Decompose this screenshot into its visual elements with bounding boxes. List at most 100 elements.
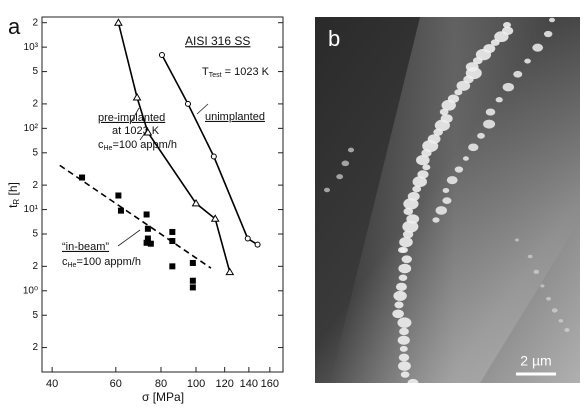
series-line xyxy=(117,22,231,273)
bubble xyxy=(549,17,555,23)
marker xyxy=(79,174,86,181)
annotation: Test xyxy=(209,72,222,79)
bubble xyxy=(441,99,456,111)
bubble xyxy=(515,238,519,242)
trend-line xyxy=(59,164,212,269)
annotation: =100 appm/h xyxy=(112,139,177,151)
annotation: unimplanted xyxy=(205,111,265,123)
y-tick-label: 2 xyxy=(32,180,38,191)
bubble xyxy=(503,22,511,28)
bubble xyxy=(400,371,410,378)
marker xyxy=(189,277,196,284)
annotation: = 1023 K xyxy=(222,66,270,78)
bubble xyxy=(495,97,503,103)
bubble xyxy=(421,149,432,157)
marker xyxy=(225,267,235,276)
x-tick-label: 120 xyxy=(215,378,233,390)
marker xyxy=(210,214,220,222)
x-tick-label: 40 xyxy=(46,378,58,390)
bubble xyxy=(402,220,419,233)
annotation: =100 appm/h xyxy=(76,256,141,268)
annotation: c xyxy=(98,139,104,151)
bubble xyxy=(456,80,471,91)
bubble xyxy=(524,58,531,64)
bubble xyxy=(403,207,414,216)
arrow xyxy=(129,107,140,125)
annotation: He xyxy=(68,262,77,269)
y-axis-label: t xyxy=(6,204,20,208)
bubble xyxy=(472,57,483,65)
panel-label: a xyxy=(8,14,21,39)
marker xyxy=(169,263,176,270)
marker xyxy=(144,225,151,232)
bubble xyxy=(513,70,523,78)
marker xyxy=(132,92,142,101)
bubble xyxy=(407,378,419,383)
x-tick-label: 160 xyxy=(261,378,279,390)
marker xyxy=(210,153,217,160)
bubble xyxy=(412,176,427,188)
bubble xyxy=(397,317,412,328)
bubble xyxy=(416,154,430,166)
bubble xyxy=(412,185,422,193)
y-tick-label: 10³ xyxy=(24,42,39,53)
bubble xyxy=(399,237,413,248)
bubble xyxy=(483,119,496,129)
bubble xyxy=(533,269,540,274)
scale-bar-label: 2 µm xyxy=(520,353,551,369)
y-tick-label: 10⁰ xyxy=(23,285,38,296)
panel-label: b xyxy=(328,26,340,51)
marker xyxy=(254,241,261,248)
bubble xyxy=(324,187,330,193)
bubble xyxy=(398,247,406,253)
bubble xyxy=(546,296,552,301)
bubble xyxy=(439,108,449,116)
bubble xyxy=(442,197,452,204)
marker xyxy=(189,284,196,291)
bubble xyxy=(422,139,439,152)
bubble xyxy=(398,353,410,362)
annotation: He xyxy=(104,145,113,152)
bubble xyxy=(401,255,412,264)
bubble xyxy=(442,188,450,193)
bubble xyxy=(454,89,463,96)
marker xyxy=(169,228,176,235)
plot-frame xyxy=(41,16,284,373)
marker xyxy=(191,198,201,207)
bubble xyxy=(462,156,469,161)
bubble xyxy=(551,308,558,313)
marker xyxy=(169,238,176,245)
marker xyxy=(115,192,122,199)
bubble xyxy=(564,328,570,332)
bubble xyxy=(532,43,544,52)
marker xyxy=(114,18,123,26)
bubble xyxy=(395,282,407,291)
marker xyxy=(143,127,153,136)
marker xyxy=(117,207,124,214)
annotation: pre-implanted xyxy=(98,112,165,124)
arrow xyxy=(117,229,141,247)
bubble xyxy=(490,39,500,46)
x-tick-label: 100 xyxy=(187,378,205,390)
y-tick-label: 5 xyxy=(32,310,38,321)
micrograph xyxy=(315,17,580,383)
bubble xyxy=(397,335,410,345)
bubble xyxy=(454,166,464,173)
bubble xyxy=(477,132,485,139)
bubble xyxy=(399,345,408,352)
y-tick-label: 5 xyxy=(32,229,38,240)
y-tick-label: 10¹ xyxy=(24,204,39,215)
bubble xyxy=(394,301,404,309)
y-tick-label: 2 xyxy=(32,99,38,110)
bubble xyxy=(468,143,479,152)
bubble xyxy=(347,147,355,153)
y-axis-label: tR [h] xyxy=(6,182,21,208)
marker xyxy=(189,259,196,266)
bubble xyxy=(543,30,553,38)
bubble xyxy=(434,119,450,132)
bubble xyxy=(399,327,409,336)
marker xyxy=(147,240,154,247)
bubble xyxy=(392,309,404,319)
bubble xyxy=(446,176,458,185)
